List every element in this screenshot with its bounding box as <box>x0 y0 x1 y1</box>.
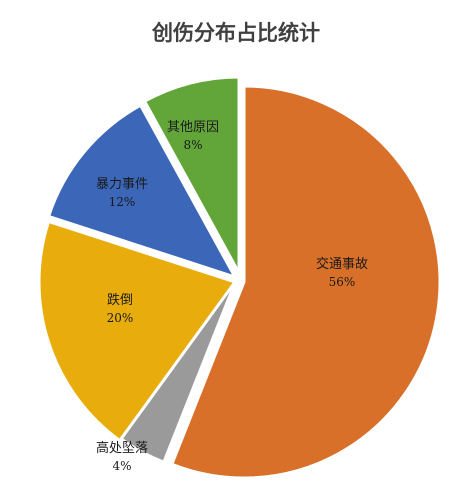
slice-label-name-0: 交通事故 <box>316 256 368 272</box>
slice-label-name-4: 其他原因 <box>167 120 219 135</box>
slice-label-percent-2: 20% <box>107 311 134 325</box>
slice-label-percent-0: 56% <box>329 275 356 289</box>
slice-label-percent-1: 4% <box>112 459 131 473</box>
pie-slice-3 <box>47 103 237 279</box>
pie-slices <box>37 75 442 480</box>
pie-slice-2 <box>37 219 237 443</box>
pie-labels: 交通事故 56% 高处坠落 4% 跌倒 20% 暴力事件 12% 其他原因 8% <box>96 120 368 473</box>
slice-label-name-3: 暴力事件 <box>96 177 148 192</box>
slice-label-percent-4: 8% <box>183 138 202 152</box>
slice-label-name-2: 跌倒 <box>107 292 133 308</box>
slice-label-percent-3: 12% <box>109 195 136 209</box>
pie-slice-0 <box>170 84 442 480</box>
pie-slice-4 <box>143 75 241 275</box>
chart-title: 创伤分布占比统计 <box>151 21 320 45</box>
slice-label-name-1: 高处坠落 <box>96 440 148 456</box>
